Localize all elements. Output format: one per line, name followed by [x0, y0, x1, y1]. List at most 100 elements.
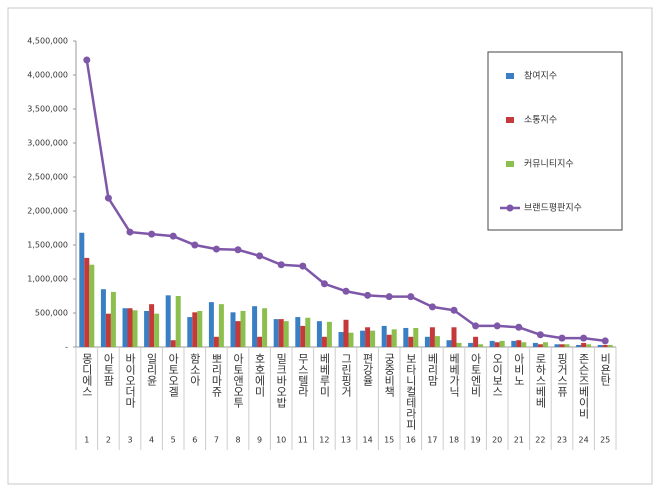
line-marker [299, 262, 307, 270]
bar [489, 340, 495, 347]
y-tick-label: 1,000,000 [27, 275, 68, 284]
bar [429, 327, 435, 347]
rank-label: 18 [449, 436, 459, 445]
bar [559, 344, 565, 347]
bar [597, 344, 603, 347]
bar [343, 319, 349, 347]
x-tick-label: 베베루미 [318, 353, 331, 397]
x-tick-label: 아비노 [512, 353, 525, 386]
bar [273, 319, 279, 347]
bar [365, 327, 371, 347]
rank-label: 11 [298, 436, 308, 445]
line-marker [364, 291, 372, 299]
bar [348, 332, 354, 347]
bar [144, 310, 150, 347]
x-tick-label: 비욘탄 [599, 353, 612, 386]
y-tick-label: 1,500,000 [27, 241, 68, 250]
legend-label: 참여지수 [524, 70, 557, 82]
rank-label: 2 [106, 436, 111, 445]
bar [257, 336, 263, 347]
bar [386, 334, 392, 347]
bar [581, 342, 587, 347]
x-tick-label: 베베가닉 [448, 353, 461, 398]
bar [235, 321, 241, 347]
rank-label: 17 [427, 436, 437, 445]
rank-label: 19 [471, 436, 481, 445]
bar [554, 344, 560, 347]
rank-label: 8 [235, 436, 240, 445]
bar [413, 327, 419, 347]
legend-marker [506, 204, 514, 212]
bar [473, 336, 479, 347]
bar [494, 342, 500, 347]
line-marker [385, 293, 393, 301]
line-marker [169, 232, 177, 240]
x-tick-label: 호호에미 [253, 353, 266, 397]
bar [240, 310, 246, 347]
bar [218, 304, 224, 347]
line-marker [234, 246, 242, 254]
bar [262, 308, 268, 347]
bar [79, 232, 85, 347]
bar [391, 329, 397, 347]
bar [122, 308, 128, 347]
x-tick-label: 뽀리마쥬 [210, 353, 223, 397]
line-marker [450, 306, 458, 314]
bar [187, 317, 193, 347]
line-marker [104, 194, 112, 202]
bar [576, 344, 582, 347]
bar [451, 327, 457, 347]
legend-swatch [506, 73, 514, 79]
bar [408, 336, 414, 347]
x-tick-label: 아토앤오투 [232, 353, 245, 409]
bar [175, 296, 181, 347]
line-marker [515, 323, 523, 331]
bar [516, 340, 522, 347]
rank-label: 10 [276, 436, 286, 445]
bar [252, 306, 258, 347]
y-tick-label: 3,500,000 [27, 105, 68, 114]
rank-label: 25 [600, 436, 610, 445]
bar [321, 336, 327, 347]
rank-label: 7 [214, 436, 219, 445]
rank-label: 15 [384, 436, 394, 445]
x-tick-label: 궁중비책 [383, 353, 396, 397]
rank-label: 16 [406, 436, 416, 445]
y-tick-label: 4,000,000 [27, 71, 68, 80]
line-marker [428, 303, 436, 311]
bar [89, 264, 95, 347]
rank-label: 21 [514, 436, 524, 445]
bar [192, 312, 198, 347]
line-marker [536, 331, 544, 339]
rank-label: 6 [192, 436, 197, 445]
y-tick-label: 500,000 [35, 309, 68, 318]
x-tick-label: 몽디에스 [80, 353, 93, 397]
bar [424, 336, 430, 347]
bar [532, 342, 538, 347]
legend-label: 브랜드평판지수 [524, 203, 582, 214]
rank-label: 5 [171, 436, 176, 445]
bar [300, 325, 306, 347]
y-tick-label: 2,000,000 [27, 207, 68, 216]
x-tick-label: 로하스베베 [534, 353, 547, 408]
x-tick-label: 아토팜 [102, 353, 115, 386]
bar [100, 289, 106, 347]
rank-label: 23 [557, 436, 567, 445]
x-tick-label: 무스텔라 [296, 353, 309, 397]
x-tick-label: 그린핑거 [340, 353, 353, 397]
x-tick-label: 함소아 [188, 353, 201, 387]
legend-label: 커뮤니티지수 [524, 159, 574, 170]
bar [446, 340, 452, 347]
rank-label: 3 [127, 436, 132, 445]
bar [326, 321, 332, 347]
line-marker [407, 293, 415, 301]
line-marker [277, 261, 285, 269]
bar [316, 321, 322, 347]
bar [278, 319, 284, 347]
line-marker [472, 322, 480, 330]
rank-label: 1 [84, 436, 89, 445]
bar [381, 325, 387, 347]
bar [154, 313, 160, 347]
bar [170, 340, 176, 347]
